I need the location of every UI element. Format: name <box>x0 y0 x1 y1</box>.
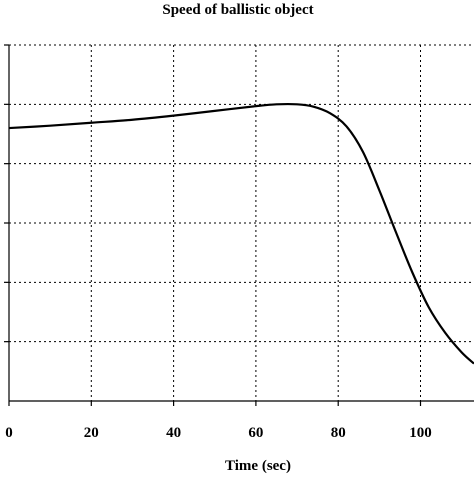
series-line-0 <box>8 102 474 365</box>
axes <box>4 44 474 406</box>
x-axis-label: Time (sec) <box>225 458 291 474</box>
series-layer <box>8 102 474 365</box>
x-tick-label-5: 100 <box>409 425 432 441</box>
grid <box>9 44 474 401</box>
chart-title: Speed of ballistic object <box>162 2 313 18</box>
x-tick-label-2: 40 <box>166 425 181 441</box>
x-tick-labels: 0 20 40 60 80 100 <box>5 425 432 441</box>
x-tick-label-0: 0 <box>5 425 13 441</box>
x-tick-label-3: 60 <box>248 425 263 441</box>
x-tick-label-4: 80 <box>331 425 346 441</box>
x-tick-label-1: 20 <box>84 425 99 441</box>
